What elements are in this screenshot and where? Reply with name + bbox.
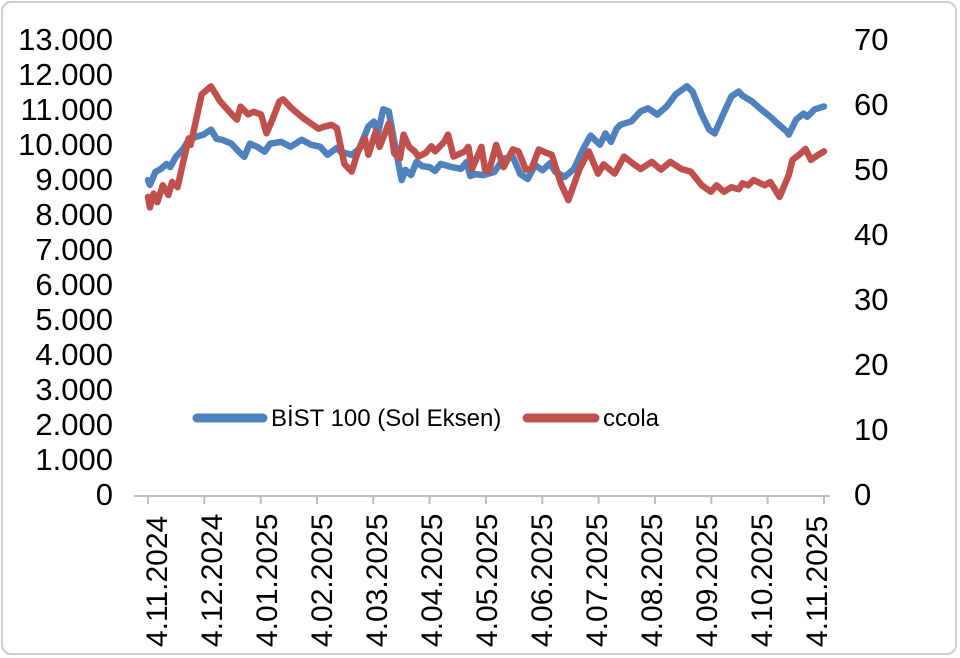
legend: BİST 100 (Sol Eksen) ccola xyxy=(192,405,660,432)
x-axis-line-and-ticks xyxy=(134,495,830,504)
y-axis-left-tick-label: 0 xyxy=(96,477,113,512)
y-axis-left-tick-label: 5.000 xyxy=(35,302,113,337)
y-axis-left-tick-label: 6.000 xyxy=(35,267,113,302)
legend-label-bist100: BİST 100 (Sol Eksen) xyxy=(271,405,501,432)
y-axis-right-tick-label: 0 xyxy=(854,477,871,512)
x-axis-tick-label: 4.08.2025 xyxy=(636,514,669,647)
x-axis-labels: 4.11.2024 4.12.2024 4.01.2025 4.02.2025 4.03… xyxy=(141,514,834,647)
y-axis-left-tick-label: 11.000 xyxy=(20,92,113,127)
y-axis-right-labels: 0 10 20 30 40 50 60 70 xyxy=(854,22,888,512)
y-axis-left-tick-label: 2.000 xyxy=(35,407,113,442)
y-axis-right-tick-label: 60 xyxy=(854,87,888,122)
y-axis-right-tick-label: 10 xyxy=(854,412,888,447)
x-axis-tick-label: 4.02.2025 xyxy=(306,514,339,647)
y-axis-left-tick-label: 4.000 xyxy=(35,337,113,372)
x-axis-tick-label: 4.04.2025 xyxy=(416,514,449,647)
y-axis-right-tick-label: 20 xyxy=(854,347,888,382)
y-axis-left-tick-label: 7.000 xyxy=(35,232,113,267)
dual-axis-line-chart: 01.0002.0003.0004.0005.0006.0007.0008.00… xyxy=(18,22,888,647)
y-axis-left-tick-label: 1.000 xyxy=(35,442,113,477)
x-axis-tick-label: 4.09.2025 xyxy=(691,514,724,647)
x-axis xyxy=(134,495,830,504)
x-axis-tick-label: 4.11.2025 xyxy=(801,516,834,647)
x-axis-tick-label: 4.01.2025 xyxy=(251,514,284,647)
y-axis-left-tick-label: 12.000 xyxy=(18,57,113,92)
x-axis-tick-label: 4.11.2024 xyxy=(141,516,174,647)
series-layer xyxy=(144,83,828,211)
x-axis-tick-label: 4.12.2024 xyxy=(196,514,229,647)
y-axis-left-tick-label: 10.000 xyxy=(18,127,113,162)
y-axis-right-tick-label: 70 xyxy=(854,22,888,57)
y-axis-left-tick-label: 3.000 xyxy=(35,372,113,407)
y-axis-right-tick-label: 30 xyxy=(854,282,888,317)
x-axis-tick-label: 4.07.2025 xyxy=(581,514,614,647)
bist100-series-line xyxy=(144,83,828,189)
x-axis-tick-label: 4.06.2025 xyxy=(526,514,559,647)
y-axis-left-labels: 01.0002.0003.0004.0005.0006.0007.0008.00… xyxy=(18,22,113,512)
legend-label-ccola: ccola xyxy=(603,405,660,432)
x-axis-tick-label: 4.05.2025 xyxy=(471,514,504,647)
y-axis-right-tick-label: 50 xyxy=(854,152,888,187)
y-axis-left-tick-label: 8.000 xyxy=(35,197,113,232)
y-axis-right-tick-label: 40 xyxy=(854,217,888,252)
x-axis-tick-label: 4.10.2025 xyxy=(746,514,779,647)
y-axis-left-tick-label: 9.000 xyxy=(35,162,113,197)
ccola-series-line xyxy=(144,83,828,211)
x-axis-tick-label: 4.03.2025 xyxy=(361,514,394,647)
y-axis-left-tick-label: 13.000 xyxy=(18,22,113,57)
